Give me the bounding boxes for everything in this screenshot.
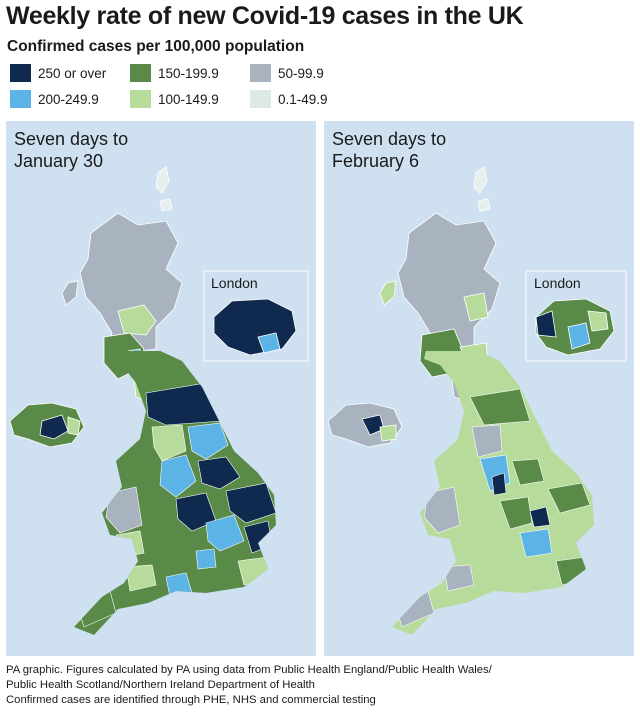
east-anglia-high (225, 482, 276, 524)
london-inset-frame (203, 270, 309, 362)
scotland-region (397, 212, 501, 360)
legend-item-50-99: 50-99.9 (250, 64, 324, 82)
map-period-label: Seven days to January 30 (14, 128, 128, 172)
shetland-region (473, 166, 488, 194)
london-inset-label: London (211, 275, 258, 291)
west-yorkshire-high (197, 456, 241, 490)
london-area-light (587, 310, 609, 332)
london-area-blue (257, 332, 281, 354)
uk-map-february-6: London (327, 166, 627, 635)
somerset-grey (443, 564, 475, 592)
legend-swatch (10, 64, 31, 82)
legend-item-100-149: 100-149.9 (130, 90, 219, 108)
london-inset-frame (525, 270, 627, 362)
ni-area-light (379, 424, 397, 442)
orkney-region (159, 198, 173, 212)
london-map-january (213, 298, 297, 356)
map-period-label: Seven days to February 6 (332, 128, 446, 172)
western-isles-region (379, 280, 397, 306)
wales-grey (105, 486, 143, 534)
london-area-blue (567, 322, 591, 350)
home-counties-blue (519, 528, 553, 558)
western-isles-region (61, 280, 79, 306)
cumbria-light (151, 424, 187, 462)
page-title: Weekly rate of new Covid-19 cases in the… (6, 2, 524, 30)
map-panel-february-6: London Seven days to February 6 (324, 121, 634, 656)
ni-area-light (67, 416, 81, 436)
leicester-high (529, 506, 551, 528)
legend-label: 200-249.9 (38, 91, 99, 107)
scotland-region (79, 212, 183, 360)
legend-label: 150-199.9 (158, 65, 219, 81)
footer-credits: PA graphic. Figures calculated by PA usi… (6, 663, 634, 708)
legend-label: 0.1-49.9 (278, 91, 328, 107)
legend-item-250-plus: 250 or over (10, 64, 106, 82)
footer-line-2: Public Health Scotland/Northern Ireland … (6, 679, 315, 691)
south-wales-light (115, 530, 145, 558)
central-scotland-region (117, 304, 157, 336)
wales-grey (423, 486, 461, 534)
legend-label: 100-149.9 (158, 91, 219, 107)
ni-area-high (39, 414, 69, 440)
london-area-high (535, 310, 557, 338)
orkney-region (477, 198, 491, 212)
london-inset-label: London (534, 275, 581, 291)
map-panel-january-30: London Seven days to January 30 (6, 121, 316, 656)
legend-label: 50-99.9 (278, 65, 324, 81)
legend-item-150-199: 150-199.9 (130, 64, 219, 82)
midlands-green (499, 496, 533, 530)
home-counties-blue (205, 514, 245, 552)
legend-swatch (250, 90, 271, 108)
uk-map-january-30: London (9, 166, 309, 635)
yorkshire-blue (187, 422, 229, 460)
footer-line-1: PA graphic. Figures calculated by PA usi… (6, 664, 492, 676)
period-line-1: Seven days to (14, 129, 129, 149)
legend-swatch (10, 90, 31, 108)
somerset-light (125, 564, 157, 592)
berkshire-blue (195, 548, 217, 570)
lancashire-blue (159, 454, 197, 498)
period-line-2: January 30 (14, 151, 104, 171)
shetland-region (155, 166, 170, 194)
legend-item-0-49: 0.1-49.9 (250, 90, 328, 108)
east-anglia-green (547, 482, 591, 514)
north-east-high (145, 382, 223, 426)
footer-line-3: Confirmed cases are identified through P… (6, 694, 376, 706)
legend-swatch (130, 90, 151, 108)
period-line-2: February 6 (332, 151, 420, 171)
yorkshire-green (511, 458, 545, 486)
north-east-green (469, 388, 531, 426)
legend-label: 250 or over (38, 65, 107, 81)
cumbria-grey (471, 424, 503, 458)
legend: 250 or over 200-249.9 150-199.9 100-149.… (10, 64, 370, 112)
legend-item-200-249: 200-249.9 (10, 90, 99, 108)
aberdeen-region (463, 292, 489, 322)
legend-swatch (250, 64, 271, 82)
merseyside-high (491, 472, 507, 496)
period-line-1: Seven days to (332, 129, 447, 149)
legend-swatch (130, 64, 151, 82)
midlands-high (175, 492, 217, 532)
page-subtitle: Confirmed cases per 100,000 population (7, 38, 305, 55)
